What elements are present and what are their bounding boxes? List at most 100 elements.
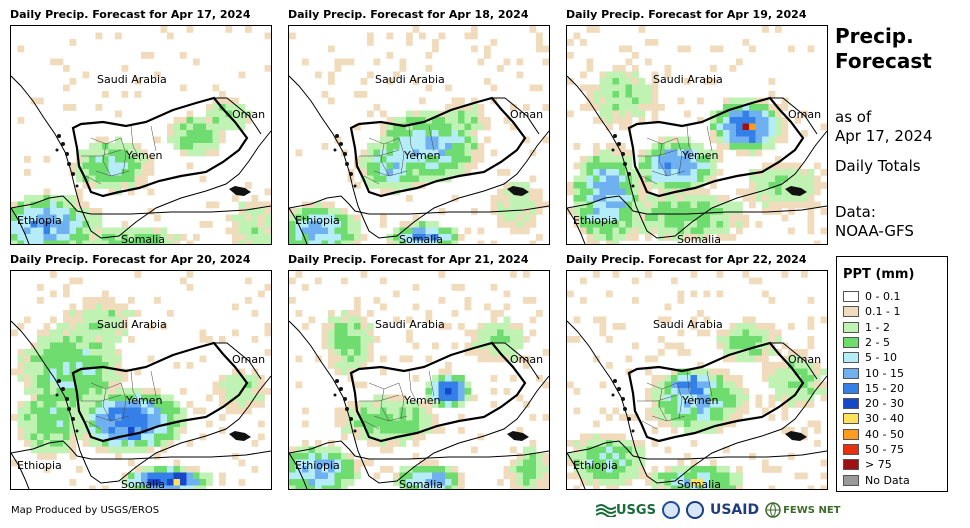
legend-label: 30 - 40 — [865, 412, 904, 426]
precip-map: Saudi Arabia Yemen Oman Ethiopia Somalia — [566, 270, 828, 490]
legend-label: 0.1 - 1 — [865, 305, 901, 319]
noaa-seal-icon — [661, 501, 680, 519]
islands — [55, 379, 251, 441]
map-label-saudi: Saudi Arabia — [97, 73, 167, 86]
panel-title: Daily Precip. Forecast for Apr 22, 2024 — [566, 253, 807, 266]
islands — [611, 134, 807, 196]
legend-label: 20 - 30 — [865, 397, 904, 411]
period-label: Daily Totals — [835, 157, 921, 175]
fews-globe-icon — [765, 502, 781, 518]
map-label-saudi: Saudi Arabia — [97, 318, 167, 331]
map-label-oman: Oman — [232, 108, 265, 121]
legend-label: 5 - 10 — [865, 351, 897, 365]
panel-title: Daily Precip. Forecast for Apr 21, 2024 — [288, 253, 529, 266]
map-geography — [11, 75, 271, 244]
map-label-somalia: Somalia — [399, 478, 443, 489]
data-source-label: Data: — [835, 203, 876, 221]
map-svg: Saudi Arabia Yemen Oman Ethiopia Somalia — [11, 271, 271, 489]
legend-label: > 75 — [865, 458, 892, 472]
map-label-ethiopia: Ethiopia — [17, 459, 62, 472]
legend-label: 50 - 75 — [865, 443, 904, 456]
map-label-somalia: Somalia — [121, 233, 165, 244]
side-title: Precip. Forecast — [835, 24, 932, 74]
usgs-logo-text: USGS — [616, 502, 656, 518]
side-title-line1: Precip. — [835, 24, 914, 48]
forecast-panel-apr22: Daily Precip. Forecast for Apr 22, 2024 … — [566, 253, 828, 495]
map-geography — [289, 320, 549, 489]
panel-title: Daily Precip. Forecast for Apr 17, 2024 — [10, 8, 251, 21]
fews-net-text: FEWS NET — [783, 504, 841, 516]
map-label-yemen: Yemen — [681, 149, 719, 162]
legend-label: 1 - 2 — [865, 320, 890, 334]
map-geography — [567, 320, 827, 489]
precip-map: Saudi Arabia Yemen Oman Ethiopia Somalia — [10, 270, 272, 490]
map-label-saudi: Saudi Arabia — [375, 318, 445, 331]
side-title-line2: Forecast — [835, 49, 932, 73]
map-label-oman: Oman — [788, 108, 821, 121]
precip-grid — [11, 271, 271, 489]
map-svg: Saudi Arabia Yemen Oman Ethiopia Somalia — [567, 26, 827, 244]
map-label-oman: Oman — [788, 353, 821, 366]
map-label-ethiopia: Ethiopia — [573, 214, 618, 227]
legend-swatch — [843, 367, 859, 379]
precip-grid — [567, 26, 827, 244]
map-label-ethiopia: Ethiopia — [295, 214, 340, 227]
legend-item: 40 - 50 — [843, 428, 904, 441]
legend-swatch — [843, 352, 859, 364]
legend-swatch — [843, 382, 859, 394]
legend-item: > 75 — [843, 458, 892, 471]
map-label-somalia: Somalia — [677, 478, 721, 489]
map-label-yemen: Yemen — [403, 394, 441, 407]
islands — [611, 379, 807, 441]
map-label-yemen: Yemen — [403, 149, 441, 162]
map-geography — [289, 75, 549, 244]
panel-title: Daily Precip. Forecast for Apr 20, 2024 — [10, 253, 251, 266]
map-svg: Saudi Arabia Yemen Oman Ethiopia Somalia — [567, 271, 827, 489]
map-geography — [567, 75, 827, 244]
precip-grid — [11, 26, 271, 244]
map-geography — [11, 320, 271, 489]
map-label-oman: Oman — [232, 353, 265, 366]
precip-map: Saudi Arabia Yemen Oman Ethiopia Somalia — [288, 25, 550, 245]
as-of-label: as of — [835, 108, 872, 126]
legend-item: 30 - 40 — [843, 412, 904, 425]
map-label-somalia: Somalia — [121, 478, 165, 489]
map-label-ethiopia: Ethiopia — [17, 214, 62, 227]
legend-label: 15 - 20 — [865, 381, 904, 395]
precip-map: Saudi Arabia Yemen Oman Ethiopia Somalia — [10, 25, 272, 245]
legend-label: 40 - 50 — [865, 427, 904, 441]
as-of-block: as of Apr 17, 2024 — [835, 108, 933, 146]
map-svg: Saudi Arabia Yemen Oman Ethiopia Somalia — [11, 26, 271, 244]
map-label-ethiopia: Ethiopia — [573, 459, 618, 472]
legend-label: 2 - 5 — [865, 335, 890, 349]
forecast-panel-apr17: Daily Precip. Forecast for Apr 17, 2024 … — [10, 8, 272, 250]
legend-swatch — [843, 306, 859, 318]
legend-item: 1 - 2 — [843, 321, 890, 334]
map-svg: Saudi Arabia Yemen Oman Ethiopia Somalia — [289, 271, 549, 489]
legend-swatch — [843, 413, 859, 425]
legend-swatch — [843, 321, 859, 333]
islands — [55, 134, 251, 196]
legend-item: 10 - 15 — [843, 367, 904, 380]
legend-item: 0 - 0.1 — [843, 290, 900, 303]
forecast-panel-apr20: Daily Precip. Forecast for Apr 20, 2024 … — [10, 253, 272, 495]
islands — [333, 379, 529, 441]
legend-swatch — [843, 474, 859, 486]
map-label-saudi: Saudi Arabia — [653, 73, 723, 86]
fews-net-logo: FEWS NET — [765, 502, 840, 518]
legend-swatch — [843, 336, 859, 348]
islands — [333, 134, 529, 196]
map-label-yemen: Yemen — [125, 394, 163, 407]
agency-logos: USGS USAID FEWS NET — [596, 498, 840, 522]
legend-label: 10 - 15 — [865, 366, 904, 380]
legend-label: No Data — [865, 473, 910, 487]
data-source-value: NOAA-GFS — [835, 222, 914, 240]
map-svg: Saudi Arabia Yemen Oman Ethiopia Somalia — [289, 26, 549, 244]
map-label-yemen: Yemen — [681, 394, 719, 407]
legend-label: 0 - 0.1 — [865, 290, 901, 303]
forecast-panel-apr19: Daily Precip. Forecast for Apr 19, 2024 … — [566, 8, 828, 250]
map-label-somalia: Somalia — [399, 233, 443, 244]
precip-map: Saudi Arabia Yemen Oman Ethiopia Somalia — [566, 25, 828, 245]
legend-title: PPT (mm) — [843, 267, 915, 282]
